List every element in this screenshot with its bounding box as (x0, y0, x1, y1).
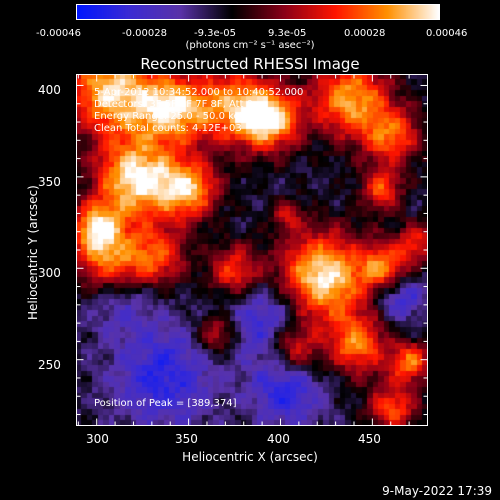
y-tick-label: 400 (38, 83, 61, 97)
detectors-annotation: Detectors: 3F 5F 6F 7F 8F, Att 0 (94, 99, 254, 110)
x-tick-label: 300 (86, 432, 109, 446)
y-tick-label: 300 (38, 266, 61, 280)
date-stamp: 9-May-2022 17:39 (382, 484, 492, 498)
colorbar-tick-label: -0.00028 (122, 28, 167, 39)
peak-position-annotation: Position of Peak = [389,374] (94, 398, 237, 409)
colorbar-tick-label: 0.00028 (344, 28, 386, 39)
colorbar-units: (photons cm⁻² s⁻¹ asec⁻²) (185, 40, 315, 51)
plot-title: Reconstructed RHESSI Image (140, 55, 360, 73)
x-tick-label: 450 (358, 432, 381, 446)
x-tick-label: 400 (267, 432, 290, 446)
colorbar-tick-label: 0.00046 (426, 28, 468, 39)
x-axis-label: Heliocentric X (arcsec) (182, 450, 318, 464)
colorbar (76, 4, 440, 20)
colorbar-tick-label: -0.00046 (36, 28, 81, 39)
y-tick-label: 250 (38, 358, 61, 372)
colorbar-tick-label: -9.3e-05 (194, 28, 236, 39)
y-tick-label: 350 (38, 175, 61, 189)
flux-image-map (76, 74, 428, 426)
colorbar-tick-label: 9.3e-05 (268, 28, 307, 39)
energy-range-annotation: Energy Range: 25.0 - 50.0 keV (94, 111, 247, 122)
counts-annotation: Clean Total counts: 4.12E+03 (94, 123, 242, 134)
time-range-annotation: 5-Apr-2012 10:34:52.000 to 10:40:52.000 (94, 87, 304, 98)
y-axis-label: Heliocentric Y (arcsec) (26, 185, 40, 320)
x-tick-label: 350 (175, 432, 198, 446)
